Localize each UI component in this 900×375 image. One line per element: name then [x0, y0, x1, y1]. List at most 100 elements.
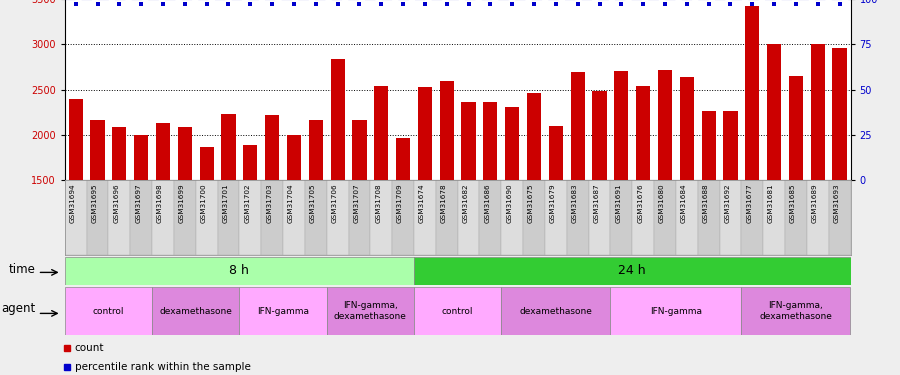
Text: GSM31686: GSM31686 — [484, 184, 491, 224]
Text: dexamethasone: dexamethasone — [519, 306, 592, 315]
Text: GSM31706: GSM31706 — [331, 184, 338, 224]
Text: control: control — [93, 306, 124, 315]
Bar — [305, 180, 327, 255]
Text: GSM31709: GSM31709 — [397, 184, 403, 224]
Bar — [239, 287, 327, 335]
Bar — [200, 147, 214, 180]
Bar — [265, 115, 279, 180]
Text: GSM31696: GSM31696 — [113, 184, 120, 224]
Bar — [156, 123, 170, 180]
Bar — [218, 180, 239, 255]
Bar — [811, 44, 825, 180]
Bar — [501, 180, 523, 255]
Bar — [767, 44, 781, 180]
Bar — [330, 59, 345, 180]
Bar — [462, 102, 476, 180]
Bar — [483, 102, 498, 180]
Text: GSM31692: GSM31692 — [724, 184, 731, 224]
Bar — [832, 48, 847, 180]
Text: 8 h: 8 h — [230, 264, 249, 278]
Text: GSM31697: GSM31697 — [135, 184, 141, 224]
Text: GSM31704: GSM31704 — [288, 184, 294, 224]
Bar — [523, 180, 545, 255]
Bar — [676, 180, 698, 255]
Text: dexamethasone: dexamethasone — [159, 306, 232, 315]
Bar — [348, 180, 371, 255]
Bar — [112, 127, 127, 180]
Text: GSM31708: GSM31708 — [375, 184, 382, 224]
Text: GSM31695: GSM31695 — [92, 184, 97, 224]
Bar — [742, 287, 850, 335]
Text: GSM31685: GSM31685 — [790, 184, 796, 224]
Bar — [418, 87, 432, 180]
Text: IFN-gamma: IFN-gamma — [650, 306, 702, 315]
Text: GSM31677: GSM31677 — [746, 184, 752, 224]
Text: count: count — [75, 343, 104, 352]
Text: GSM31681: GSM31681 — [768, 184, 774, 224]
Bar — [680, 77, 694, 180]
Text: GSM31679: GSM31679 — [550, 184, 556, 224]
Text: GSM31703: GSM31703 — [266, 184, 272, 224]
Bar — [283, 180, 305, 255]
Bar — [763, 180, 785, 255]
Bar — [545, 180, 567, 255]
Text: time: time — [9, 263, 36, 276]
Bar — [65, 180, 86, 255]
Bar — [174, 180, 195, 255]
Bar — [592, 91, 607, 180]
Bar — [806, 180, 829, 255]
Bar — [327, 287, 414, 335]
Bar — [788, 76, 803, 180]
Text: 24 h: 24 h — [618, 264, 646, 278]
Text: GSM31688: GSM31688 — [703, 184, 708, 224]
Bar — [352, 120, 366, 180]
Bar — [505, 107, 519, 180]
Text: control: control — [442, 306, 473, 315]
Bar — [392, 180, 414, 255]
Text: IFN-gamma,
dexamethasone: IFN-gamma, dexamethasone — [760, 301, 833, 321]
Bar — [130, 180, 152, 255]
Bar — [829, 180, 850, 255]
Text: GSM31680: GSM31680 — [659, 184, 665, 224]
Text: GSM31690: GSM31690 — [506, 184, 512, 224]
Bar — [745, 6, 760, 180]
Bar — [134, 135, 148, 180]
Bar — [261, 180, 283, 255]
Bar — [614, 71, 628, 180]
Text: GSM31693: GSM31693 — [833, 184, 840, 224]
Bar — [86, 180, 108, 255]
Bar — [658, 70, 672, 180]
Text: GSM31701: GSM31701 — [222, 184, 229, 224]
Bar — [309, 120, 323, 180]
Bar — [636, 86, 651, 180]
Bar — [239, 180, 261, 255]
Bar — [549, 126, 563, 180]
Bar — [414, 257, 850, 285]
Bar — [221, 114, 236, 180]
Text: GSM31687: GSM31687 — [593, 184, 599, 224]
Bar — [720, 180, 742, 255]
Bar — [567, 180, 589, 255]
Bar — [589, 180, 610, 255]
Bar — [65, 257, 414, 285]
Text: GSM31702: GSM31702 — [244, 184, 250, 224]
Bar — [65, 287, 152, 335]
Bar — [196, 180, 218, 255]
Bar — [177, 127, 192, 180]
Bar — [327, 180, 348, 255]
Bar — [724, 111, 738, 180]
Text: GSM31678: GSM31678 — [441, 184, 446, 224]
Bar — [152, 287, 239, 335]
Text: GSM31674: GSM31674 — [418, 184, 425, 224]
Bar — [436, 180, 457, 255]
Bar — [701, 111, 716, 180]
Text: GSM31684: GSM31684 — [680, 184, 687, 224]
Bar — [371, 180, 392, 255]
Text: GSM31707: GSM31707 — [354, 184, 359, 224]
Bar — [526, 93, 541, 180]
Bar — [287, 135, 302, 180]
Text: GSM31682: GSM31682 — [463, 184, 469, 224]
Text: GSM31705: GSM31705 — [310, 184, 316, 224]
Bar — [654, 180, 676, 255]
Text: IFN-gamma,
dexamethasone: IFN-gamma, dexamethasone — [334, 301, 407, 321]
